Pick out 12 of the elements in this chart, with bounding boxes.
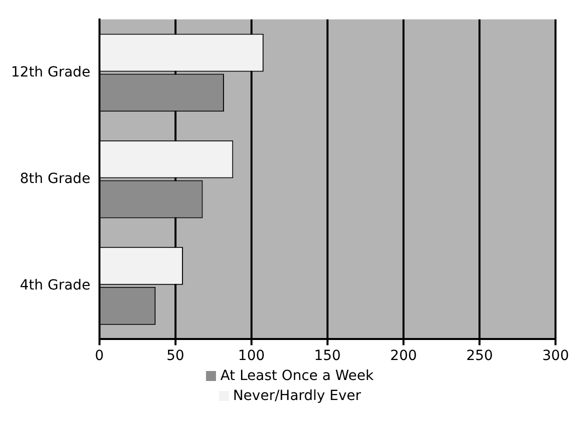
x-tick-label: 50 xyxy=(166,348,184,364)
x-tick-label: 200 xyxy=(390,348,417,364)
x-tick-label: 250 xyxy=(466,348,493,364)
y-tick-label: 4th Grade xyxy=(20,278,90,294)
legend-label: At Least Once a Week xyxy=(220,368,374,384)
legend-label: Never/Hardly Ever xyxy=(232,388,362,404)
x-tick-label: 150 xyxy=(314,348,341,364)
x-tick-label: 0 xyxy=(94,348,104,364)
y-tick-label: 12th Grade xyxy=(11,64,90,80)
y-tick-label: 8th Grade xyxy=(20,170,90,187)
x-tick-label: 300 xyxy=(542,348,570,364)
x-tick-label: 100 xyxy=(238,348,265,364)
